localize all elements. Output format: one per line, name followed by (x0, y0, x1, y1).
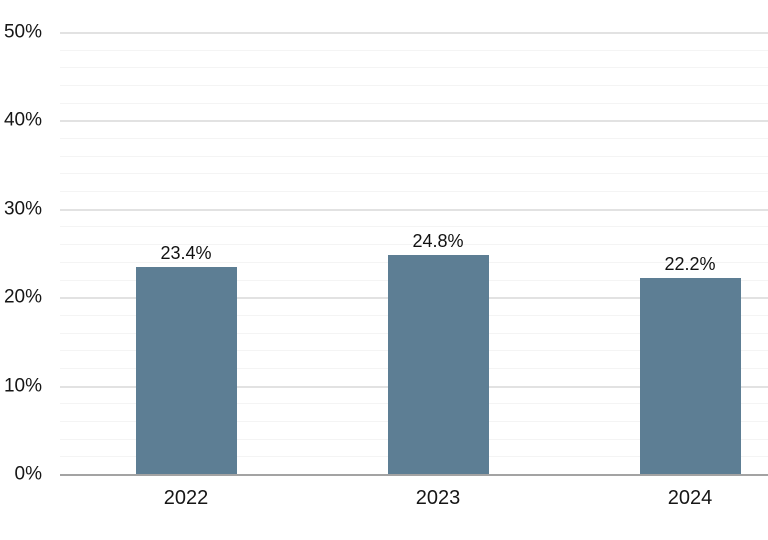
minor-gridline (60, 85, 768, 87)
minor-gridline (60, 102, 768, 104)
x-tick-label: 2024 (667, 487, 713, 509)
y-tick-label: 30% (3, 198, 42, 220)
minor-gridline (60, 67, 768, 69)
minor-gridline (60, 226, 768, 228)
minor-gridline (60, 244, 768, 246)
y-tick-label: 20% (3, 286, 42, 308)
minor-gridline (60, 155, 768, 157)
minor-gridline (60, 49, 768, 51)
minor-gridline (60, 138, 768, 140)
bar-value-label: 23.4% (160, 243, 212, 264)
y-tick-label: 0% (14, 463, 42, 485)
bar-2022 (135, 267, 237, 474)
minor-gridline (60, 191, 768, 193)
bar-value-label: 22.2% (664, 253, 716, 274)
bar-value-label: 24.8% (412, 230, 464, 251)
y-tick-label: 40% (3, 109, 42, 131)
y-tick-label: 50% (3, 21, 42, 43)
minor-gridline (60, 173, 768, 175)
major-gridline (60, 32, 768, 34)
major-gridline (60, 120, 768, 123)
bar-2024 (639, 277, 741, 474)
x-axis-line (60, 474, 768, 476)
bar-2023 (387, 254, 489, 474)
major-gridline (60, 208, 768, 211)
x-tick-label: 2023 (415, 487, 461, 509)
y-tick-label: 10% (3, 375, 42, 397)
x-tick-label: 2022 (163, 487, 209, 509)
